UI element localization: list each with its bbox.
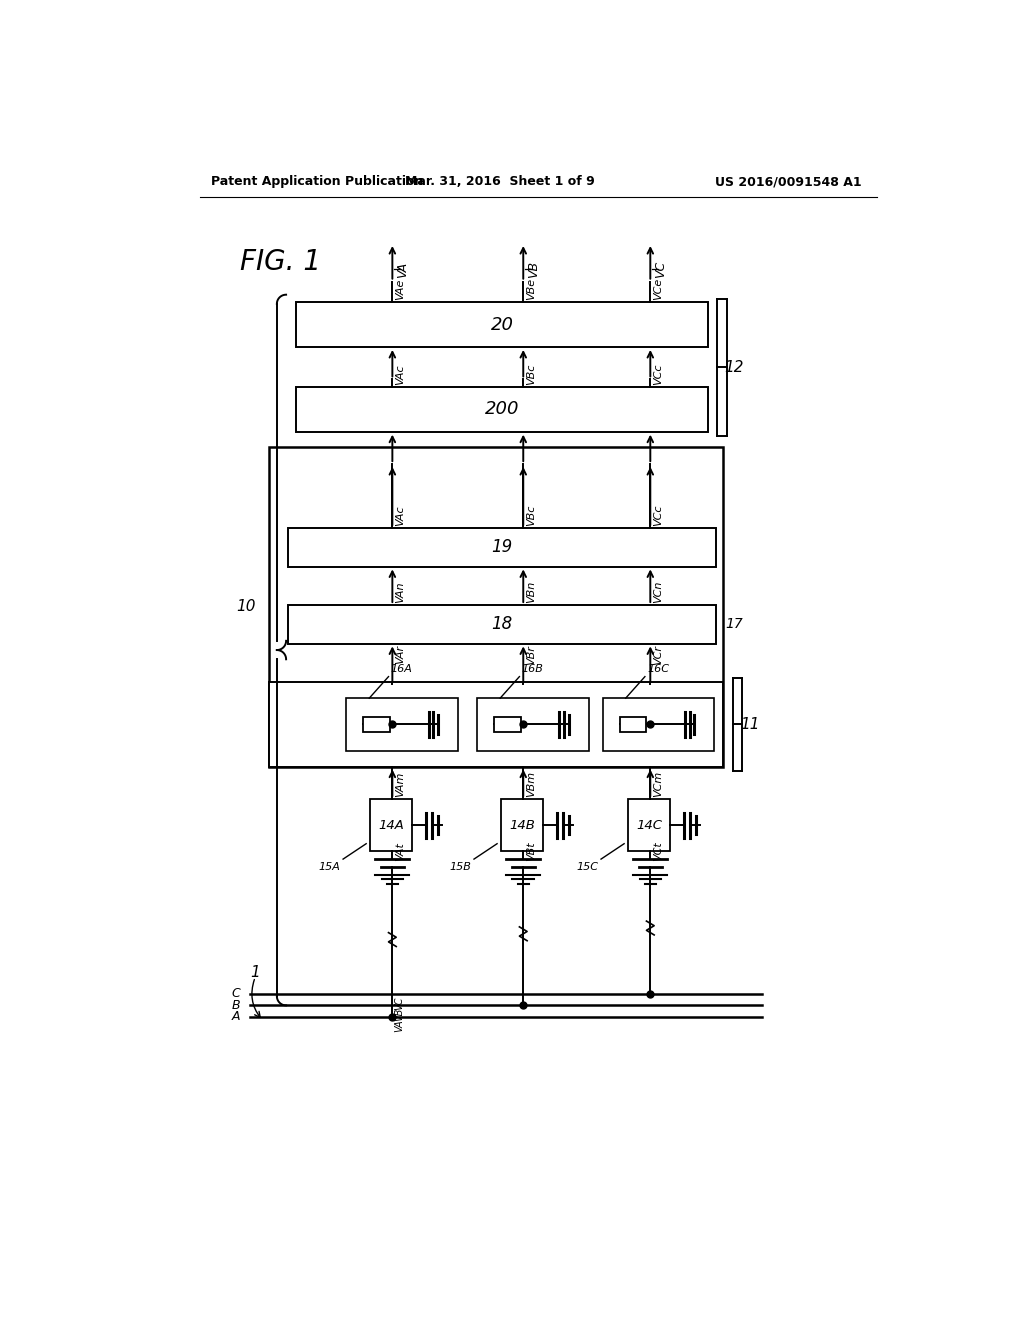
Text: 14B: 14B bbox=[509, 818, 536, 832]
Text: VAc: VAc bbox=[395, 506, 406, 525]
Text: VAr: VAr bbox=[395, 645, 406, 664]
Text: 200: 200 bbox=[484, 400, 519, 418]
Text: VCr: VCr bbox=[653, 645, 664, 665]
Bar bbox=[289, 605, 716, 644]
Bar bbox=[628, 799, 671, 851]
Text: 14A: 14A bbox=[378, 818, 404, 832]
Bar bbox=[364, 717, 390, 733]
Text: VBm: VBm bbox=[526, 771, 537, 797]
Bar bbox=[494, 717, 521, 733]
Text: 18: 18 bbox=[492, 615, 513, 634]
Text: VAn: VAn bbox=[395, 581, 406, 603]
Bar bbox=[501, 799, 544, 851]
Text: C: C bbox=[231, 987, 241, 1001]
Text: Mar. 31, 2016  Sheet 1 of 9: Mar. 31, 2016 Sheet 1 of 9 bbox=[406, 176, 595, 187]
Bar bbox=[269, 682, 724, 767]
Text: 15C: 15C bbox=[577, 862, 599, 873]
Text: VCe: VCe bbox=[653, 277, 664, 300]
Text: VAt: VAt bbox=[395, 842, 406, 862]
Text: VB: VB bbox=[394, 1007, 403, 1022]
Text: 11: 11 bbox=[740, 717, 760, 731]
Text: 10: 10 bbox=[236, 599, 255, 614]
Text: 1: 1 bbox=[250, 965, 260, 979]
Text: VCm: VCm bbox=[653, 771, 664, 797]
Text: VA: VA bbox=[394, 1019, 403, 1032]
Text: VC: VC bbox=[394, 997, 403, 1010]
Text: VA: VA bbox=[396, 261, 410, 277]
Text: Patent Application Publication: Patent Application Publication bbox=[211, 176, 424, 187]
Text: VBc: VBc bbox=[526, 504, 537, 525]
Text: VCc: VCc bbox=[653, 363, 664, 385]
Text: VAe: VAe bbox=[395, 279, 406, 300]
Text: FIG. 1: FIG. 1 bbox=[240, 248, 321, 276]
Text: 19: 19 bbox=[492, 539, 513, 556]
Text: 16A: 16A bbox=[391, 664, 413, 675]
Text: VBe: VBe bbox=[526, 279, 537, 300]
Bar bbox=[620, 717, 646, 733]
Text: 16C: 16C bbox=[647, 664, 670, 675]
Bar bbox=[477, 698, 589, 751]
Bar bbox=[269, 447, 724, 767]
Bar bbox=[289, 528, 716, 566]
Text: VAc: VAc bbox=[395, 364, 406, 385]
Text: 15A: 15A bbox=[318, 862, 341, 873]
Text: VC: VC bbox=[654, 260, 668, 277]
Text: VCc: VCc bbox=[653, 504, 664, 525]
Text: VB: VB bbox=[527, 260, 540, 277]
Text: VAm: VAm bbox=[395, 771, 406, 797]
Text: VBc: VBc bbox=[526, 363, 537, 385]
Text: VCn: VCn bbox=[653, 581, 664, 603]
Bar bbox=[296, 387, 708, 432]
Text: 20: 20 bbox=[490, 315, 514, 334]
Text: B: B bbox=[232, 999, 241, 1012]
Bar bbox=[370, 799, 413, 851]
Text: 16B: 16B bbox=[521, 664, 544, 675]
Text: VBn: VBn bbox=[526, 581, 537, 603]
Text: VBt: VBt bbox=[526, 842, 537, 862]
Text: VBr: VBr bbox=[526, 645, 537, 665]
Text: 12: 12 bbox=[725, 359, 744, 375]
Text: US 2016/0091548 A1: US 2016/0091548 A1 bbox=[716, 176, 862, 187]
Text: 17: 17 bbox=[725, 618, 742, 631]
Text: 15B: 15B bbox=[450, 862, 472, 873]
Bar bbox=[296, 302, 708, 347]
Bar bbox=[346, 698, 458, 751]
Bar bbox=[602, 698, 714, 751]
Text: A: A bbox=[232, 1010, 241, 1023]
Text: VCt: VCt bbox=[653, 842, 664, 862]
Text: 14C: 14C bbox=[636, 818, 663, 832]
